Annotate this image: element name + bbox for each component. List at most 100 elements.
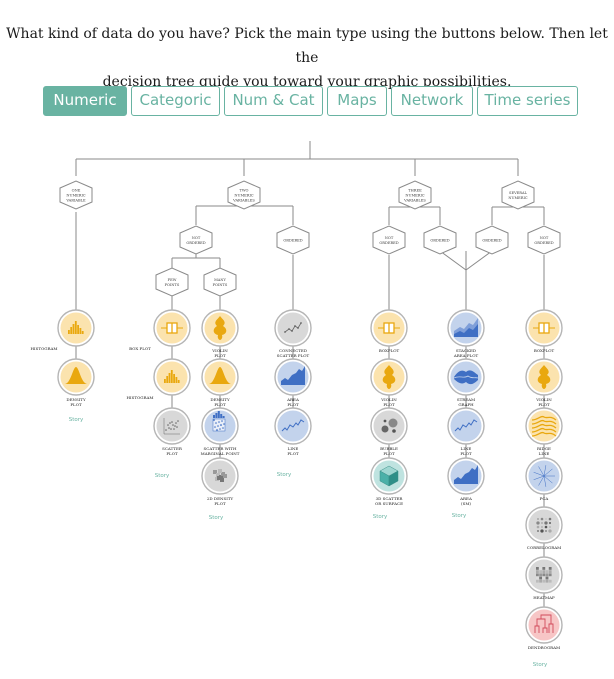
decision-node-ordered_a: ORDERED <box>276 225 310 255</box>
categoric-button[interactable]: Categoric <box>131 86 220 116</box>
network-button[interactable]: Network <box>391 86 473 116</box>
decision-few_points-text: POINTS <box>165 283 180 287</box>
decision-node-ordered_c: ORDERED <box>475 225 509 255</box>
decision-three_numeric-text: VARIABLES <box>403 198 426 202</box>
chart-node-correlogram[interactable]: CORRELOGRAM <box>525 506 563 550</box>
numeric-button[interactable]: Numeric <box>43 86 127 116</box>
chart-area_sm-text: AREA <box>459 496 472 501</box>
chart-density_2-text: PLOT <box>214 402 226 407</box>
decision-one_numeric-text: VARIABLE <box>65 198 86 202</box>
chart-node-histogram-2[interactable]: HISTOGRAM <box>127 358 191 400</box>
decision-two_numeric-text: VARIABLES <box>232 198 255 202</box>
chart-bubble-text: BUBBLE <box>380 446 398 451</box>
story-link-4[interactable]: Story <box>277 472 292 478</box>
chart-area_1-text: PLOT <box>287 402 299 407</box>
chart-node-boxplot-3[interactable]: BOXPLOT <box>525 309 563 353</box>
chart-area_1-text: AREA <box>286 397 299 402</box>
chart-node-dendrogram[interactable]: DENDROGRAM <box>525 606 563 650</box>
chart-violin_2-text: PLOT <box>383 402 395 407</box>
chart-node-pca[interactable]: PCA <box>525 457 563 501</box>
story-link-6[interactable]: Story <box>452 513 467 519</box>
story-link-2[interactable]: Story <box>155 473 170 479</box>
decision-several_numeric-text: SEVERAL <box>509 191 528 195</box>
chart-line_2-text: LINE <box>461 446 472 451</box>
chart-node-heatmap[interactable]: HEATMAP <box>525 556 563 600</box>
chart-violin_3-text: VIOLIN <box>535 397 552 402</box>
chart-node-boxplot-2[interactable]: BOXPLOT <box>370 309 408 353</box>
decision-many_points-text: POINTS <box>213 283 228 287</box>
story-link-3[interactable]: Story <box>209 515 224 521</box>
decision-many_points-text: MANY <box>214 278 226 282</box>
chart-heatmap-text: HEATMAP <box>533 595 555 600</box>
chart-scatter_marginal-text: SCATTER WITH <box>204 446 237 451</box>
decision-one_numeric-text: NUMERIC <box>66 193 86 197</box>
decision-few_points-text: FEW <box>168 278 177 282</box>
chart-pca-text: PCA <box>540 496 549 501</box>
chart-stacked_area-text: STACKED <box>456 348 476 353</box>
chart-dendrogram-text: DENDROGRAM <box>528 645 560 650</box>
maps-button[interactable]: Maps <box>327 86 387 116</box>
chart-density_2d-text: PLOT <box>214 501 226 506</box>
decision-one_numeric-text: ONE <box>72 188 81 192</box>
chart-scatter_1-text: SCATTER <box>162 446 183 451</box>
chart-node-boxplot-1[interactable]: BOX PLOT <box>129 309 191 351</box>
chart-density_2-text: DENSITY <box>210 397 230 402</box>
chart-density_1-text: PLOT <box>70 402 82 407</box>
story-link-1[interactable]: Story <box>69 417 84 423</box>
decision-three_numeric-text: NUMERIC <box>405 193 425 197</box>
chart-line_2-text: PLOT <box>460 451 472 456</box>
chart-scatter_3d-text: OR SURFACE <box>375 501 403 506</box>
chart-violin_3-text: PLOT <box>538 402 550 407</box>
decision-not_ordered_b-text: ORDERED <box>379 241 398 245</box>
chart-boxplot_3-text: BOXPLOT <box>534 348 555 353</box>
story-link-7[interactable]: Story <box>533 662 548 668</box>
decision-node-ordered_b: ORDERED <box>423 225 457 255</box>
chart-violin_1-text: VIOLIN <box>211 348 228 353</box>
decision-three_numeric-text: THREE <box>408 188 422 192</box>
decision-not_ordered_a-text: ORDERED <box>186 241 205 245</box>
num-cat-button[interactable]: Num & Cat <box>224 86 323 116</box>
time-series-button[interactable]: Time series <box>477 86 578 116</box>
story-link-5[interactable]: Story <box>373 514 388 520</box>
decision-several_numeric-text: NUMERIC <box>508 196 528 200</box>
decision-not_ordered_b-text: NOT <box>385 236 394 240</box>
chart-ridge-text: LINE <box>539 451 550 456</box>
chart-node-histogram-1[interactable]: HISTOGRAM <box>31 309 95 351</box>
intro-line-1: What kind of data do you have? Pick the … <box>6 26 608 66</box>
chart-scatter_3d-text: 3D SCATTER <box>376 496 404 501</box>
decision-two_numeric-text: TWO <box>239 188 248 192</box>
chart-density_1-text: DENSITY <box>66 397 86 402</box>
decision-ordered_c-text: ORDERED <box>482 238 501 242</box>
chart-area_sm-text: (SM) <box>461 501 471 506</box>
chart-boxplot_2-text: BOXPLOT <box>379 348 400 353</box>
chart-ridge-text: RIDGE <box>537 446 551 451</box>
chart-violin_2-text: VIOLIN <box>380 397 397 402</box>
chart-boxplot_1-text: BOX PLOT <box>129 346 151 351</box>
chart-node-area-sm[interactable]: AREA(SM) <box>447 457 485 506</box>
